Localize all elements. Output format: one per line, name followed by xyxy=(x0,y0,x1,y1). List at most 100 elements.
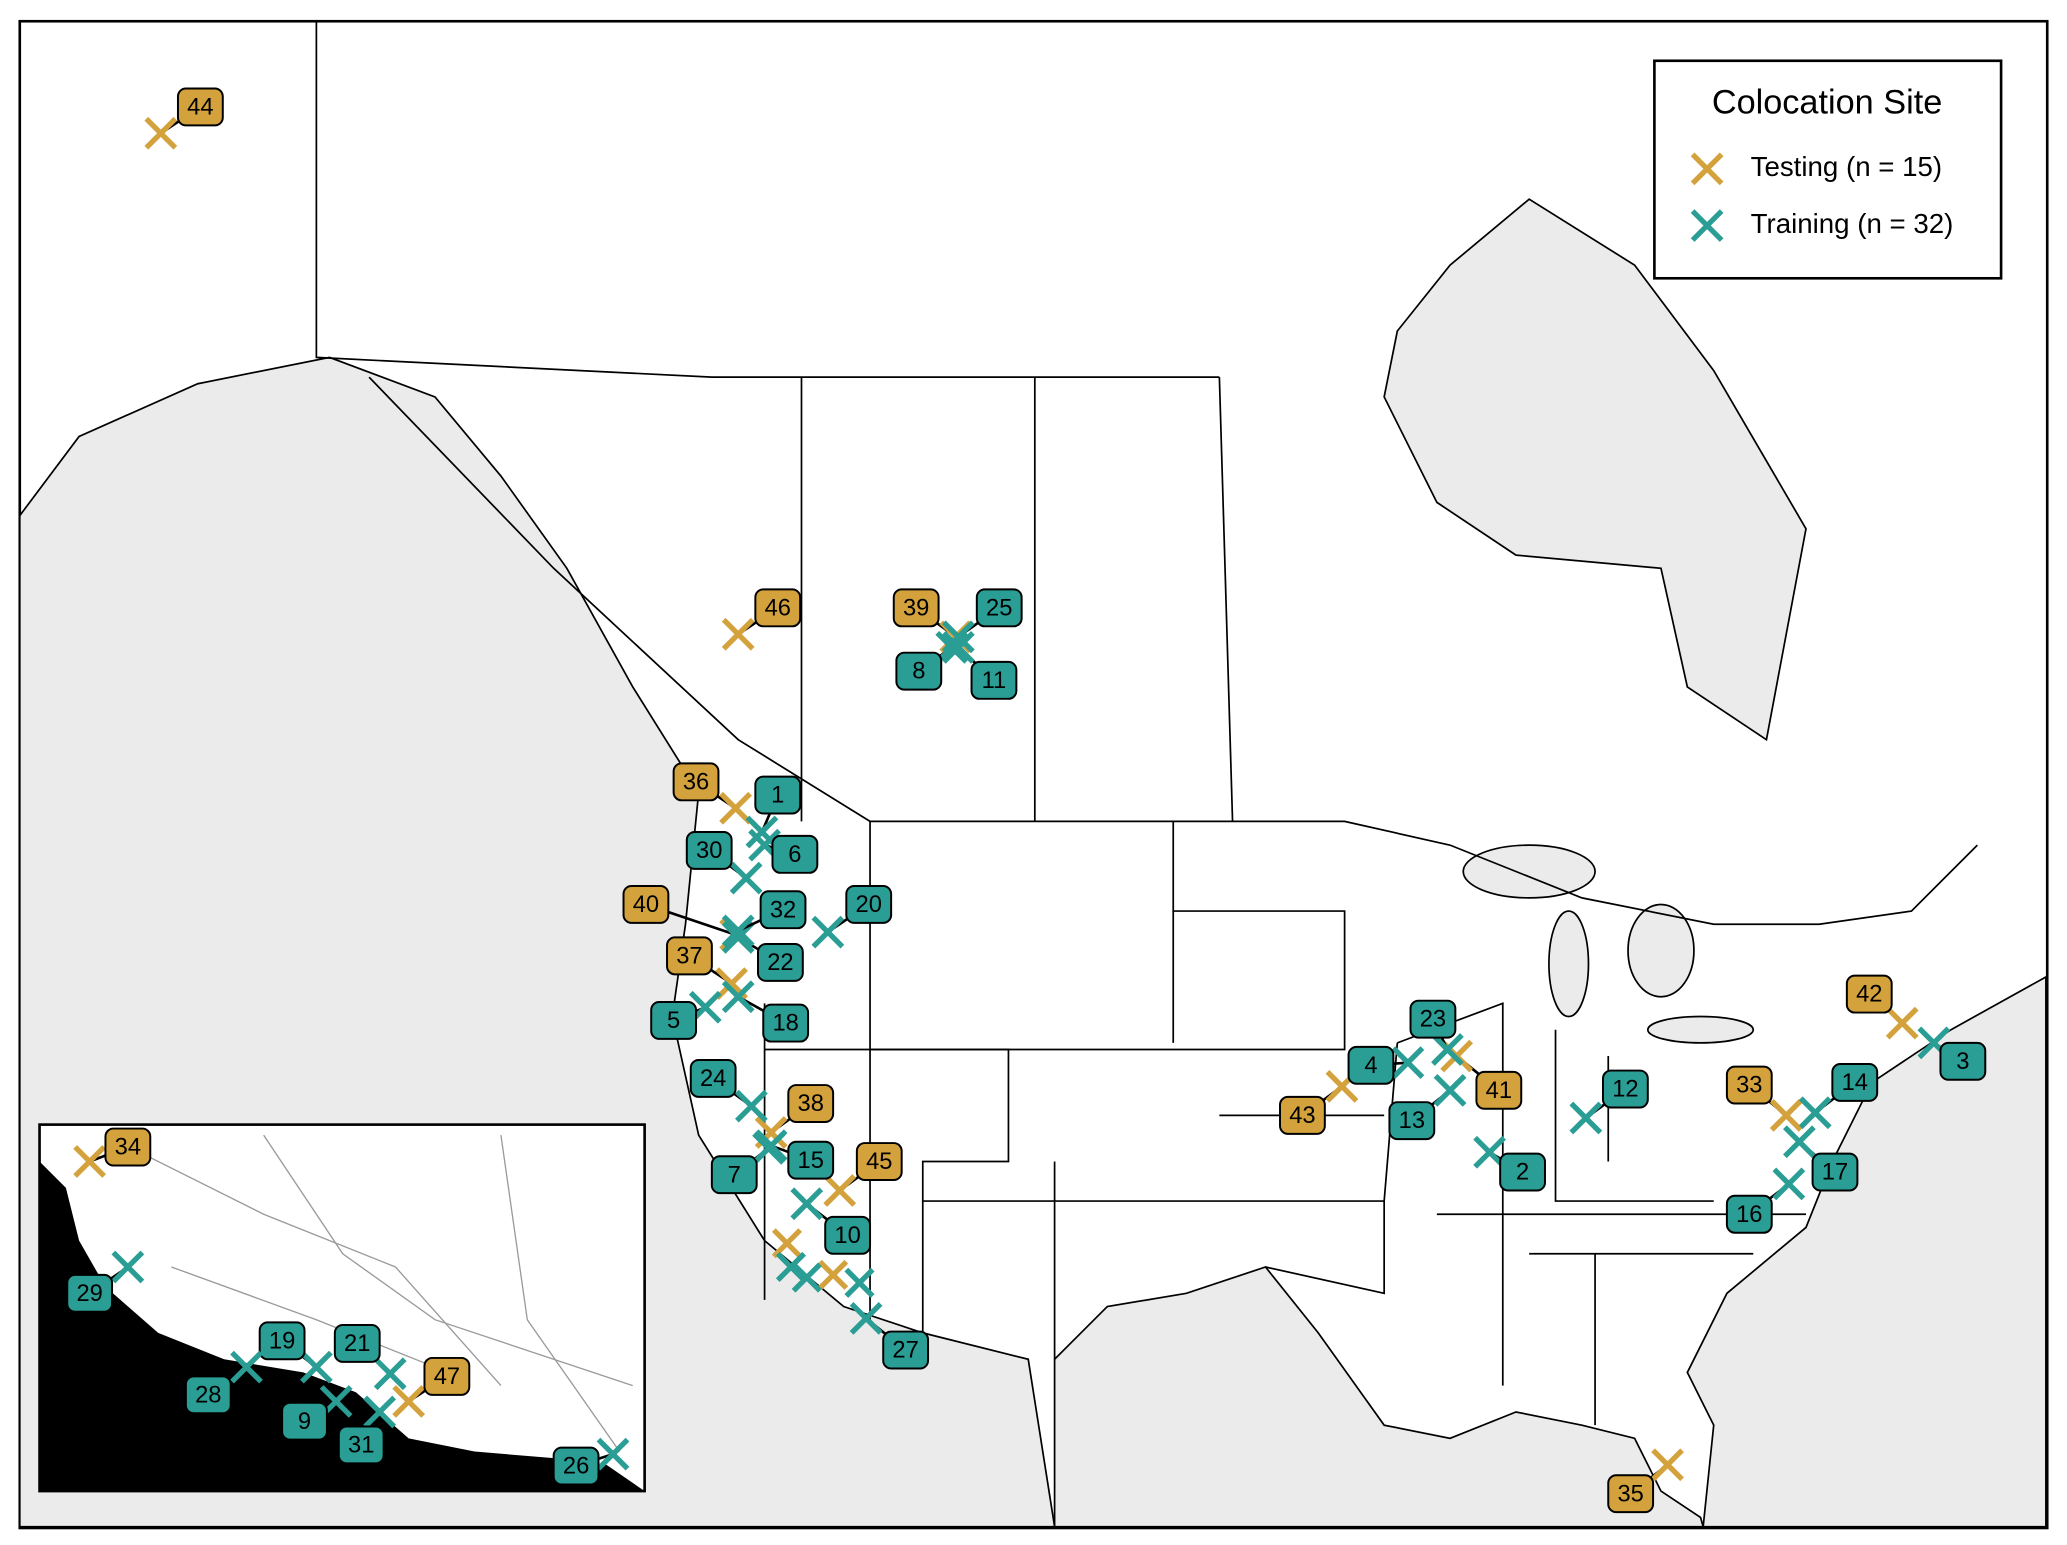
site-label: 13 xyxy=(1399,1108,1425,1134)
site-label: 31 xyxy=(348,1433,374,1459)
site-label-box xyxy=(1831,1062,1879,1102)
site-label-box xyxy=(1601,1069,1649,1109)
site-label: 29 xyxy=(76,1281,102,1307)
site-label: 45 xyxy=(866,1149,892,1175)
marker xyxy=(791,1262,822,1293)
marker xyxy=(392,1385,426,1418)
site-label-box xyxy=(423,1356,471,1396)
site-label: 22 xyxy=(767,950,793,976)
site-label: 30 xyxy=(696,838,722,864)
site-label-box xyxy=(892,588,940,628)
site-label: 2 xyxy=(1516,1160,1529,1186)
site-label: 32 xyxy=(770,897,796,923)
site-label-box xyxy=(104,1127,152,1167)
site-label: 7 xyxy=(728,1162,741,1188)
site-label: 21 xyxy=(344,1331,370,1357)
site-label: 26 xyxy=(563,1454,589,1480)
marker xyxy=(745,815,779,849)
marker xyxy=(1473,1135,1506,1169)
marker xyxy=(1690,152,1724,186)
site-label-box xyxy=(754,775,802,815)
site-label: 27 xyxy=(892,1338,918,1364)
marker xyxy=(771,1228,803,1259)
site-label-box xyxy=(882,1330,930,1370)
site-label-box xyxy=(787,1084,835,1123)
marker xyxy=(1783,1125,1816,1159)
site-label-box xyxy=(176,87,224,127)
marker xyxy=(1433,1073,1467,1107)
site-label-box xyxy=(824,1215,872,1255)
marker xyxy=(721,980,755,1014)
marker xyxy=(844,1267,875,1298)
site-label-box xyxy=(258,1321,306,1361)
site-label: 23 xyxy=(1420,1007,1446,1033)
site-label-box xyxy=(1347,1045,1395,1085)
site-label: 42 xyxy=(1856,982,1882,1008)
site-label: 19 xyxy=(269,1328,295,1354)
site-label: 3 xyxy=(1956,1049,1969,1075)
marker xyxy=(1569,1101,1603,1135)
marker xyxy=(1769,1099,1803,1132)
marker xyxy=(721,617,755,651)
site-label: 25 xyxy=(986,595,1012,621)
site-label-box xyxy=(1845,974,1893,1014)
site-label-box xyxy=(337,1425,385,1465)
site-label-box xyxy=(66,1273,114,1313)
site-label: 33 xyxy=(1736,1073,1762,1099)
site-label-box xyxy=(333,1323,381,1363)
legend: Colocation Site Testing (n = 15) Training… xyxy=(1653,59,2003,280)
site-label: 9 xyxy=(298,1409,311,1435)
site-label-box xyxy=(975,588,1023,628)
site-label: 38 xyxy=(798,1091,824,1117)
site-label-box xyxy=(184,1375,232,1415)
marker xyxy=(1917,1026,1951,1060)
site-label: 41 xyxy=(1486,1078,1512,1104)
site-label-box xyxy=(756,943,804,982)
marker xyxy=(111,1250,145,1284)
site-label-box xyxy=(1607,1474,1655,1514)
site-label-box xyxy=(281,1401,328,1441)
marker xyxy=(1798,1096,1832,1130)
site-label-box xyxy=(622,885,670,924)
site-label: 34 xyxy=(115,1135,141,1161)
site-label-box xyxy=(689,1059,737,1098)
legend-label: Testing (n = 15) xyxy=(1751,151,1943,182)
site-label-box xyxy=(1409,999,1457,1039)
marker xyxy=(775,1251,806,1283)
site-label: 10 xyxy=(834,1223,860,1249)
site-label-box xyxy=(552,1446,600,1486)
site-label-box xyxy=(710,1155,758,1195)
site-label-box xyxy=(685,830,733,870)
site-label: 43 xyxy=(1289,1103,1315,1129)
site-label: 5 xyxy=(667,1008,680,1034)
site-label-box xyxy=(1279,1095,1326,1135)
site-label-box xyxy=(895,651,943,691)
marker xyxy=(300,1350,333,1384)
marker xyxy=(941,631,975,664)
marker xyxy=(811,915,845,949)
site-label-box xyxy=(650,1001,698,1040)
site-label: 4 xyxy=(1364,1053,1377,1079)
marker xyxy=(790,1187,824,1221)
marker xyxy=(729,861,763,895)
site-label-box xyxy=(845,885,893,924)
site-label: 24 xyxy=(700,1066,726,1092)
site-label-box xyxy=(759,890,807,930)
site-label-box xyxy=(762,1003,810,1043)
marker xyxy=(1651,1448,1684,1482)
marker xyxy=(719,791,752,825)
site-label: 8 xyxy=(912,659,925,685)
site-label: 6 xyxy=(788,842,801,868)
marker xyxy=(748,828,781,862)
site-label: 1 xyxy=(771,783,784,809)
marker xyxy=(754,1129,788,1163)
site-label: 28 xyxy=(195,1382,221,1408)
marker xyxy=(1885,1006,1919,1040)
site-label: 16 xyxy=(1736,1202,1762,1228)
marker xyxy=(735,1089,768,1123)
site-label: 18 xyxy=(772,1011,798,1037)
site-label-box xyxy=(1939,1041,1987,1081)
site-label: 11 xyxy=(982,668,1007,694)
